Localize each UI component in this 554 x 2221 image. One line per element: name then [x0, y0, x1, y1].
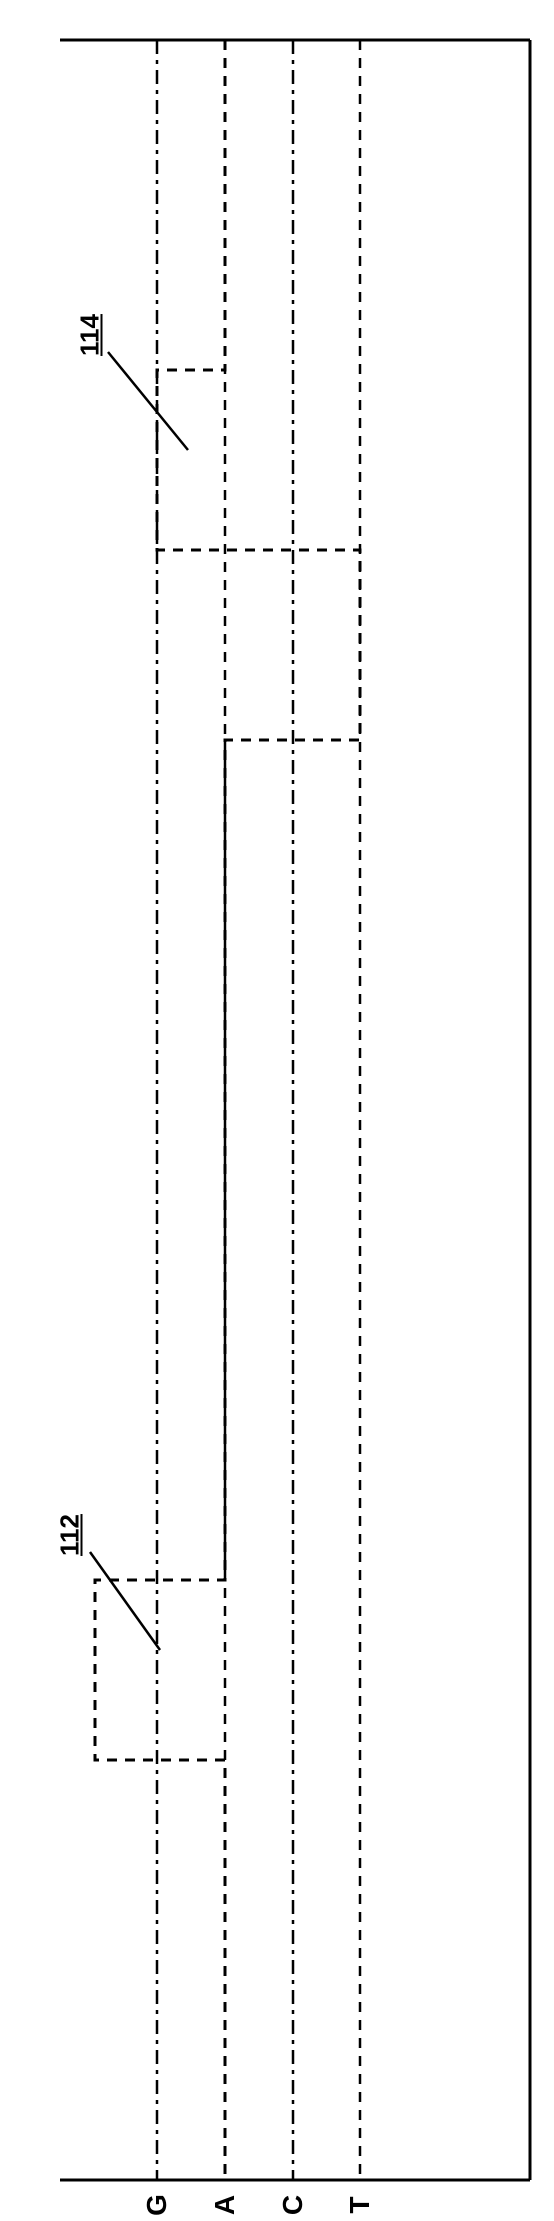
axis-label-a: A	[209, 2195, 241, 2215]
axis-label-c: C	[277, 2195, 309, 2215]
callout-label-112: 112	[55, 1514, 86, 1556]
signal-figure: G A C T 114 112	[0, 0, 554, 2221]
callout-label-114: 114	[75, 314, 106, 356]
axis-label-g: G	[141, 2194, 173, 2216]
axis-label-t: T	[344, 2196, 376, 2213]
